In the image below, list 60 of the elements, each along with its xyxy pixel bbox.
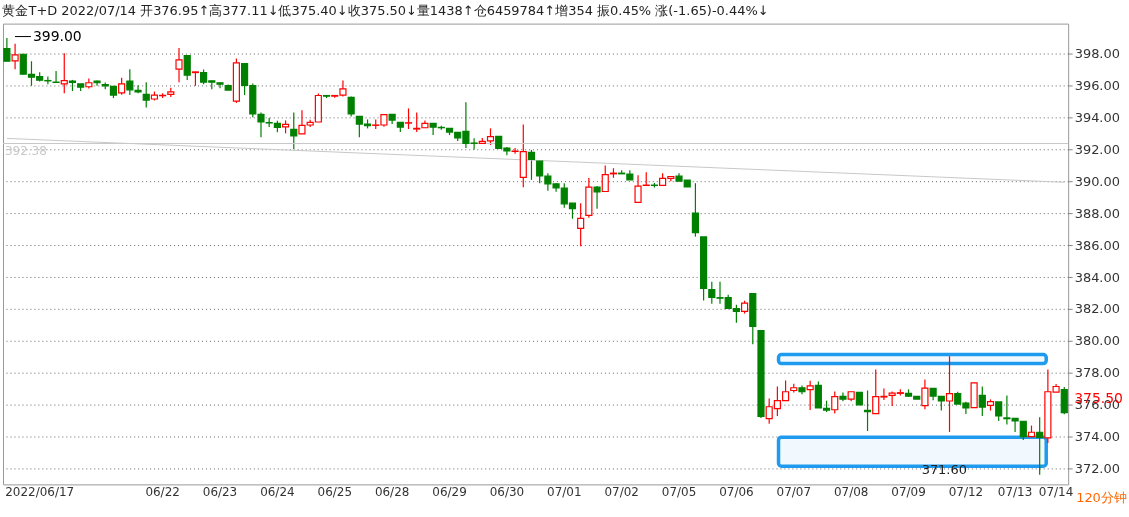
x-tick-label: 06/24 bbox=[260, 484, 295, 499]
candlestick bbox=[995, 401, 1003, 422]
candlestick bbox=[413, 111, 421, 133]
candlestick bbox=[577, 202, 585, 247]
candlestick bbox=[347, 95, 355, 118]
x-tick-label: 07/12 bbox=[948, 484, 984, 499]
candlestick bbox=[921, 378, 929, 410]
x-tick-label: 07/08 bbox=[833, 484, 869, 499]
x-tick-label: 06/28 bbox=[374, 484, 410, 499]
candlestick bbox=[3, 37, 11, 62]
candlestick bbox=[1036, 416, 1044, 476]
y-tick-label: 372.00 bbox=[1074, 460, 1120, 476]
candlestick bbox=[404, 107, 413, 130]
candlestick bbox=[806, 380, 814, 411]
y-tick-label: 380.00 bbox=[1074, 333, 1120, 349]
y-tick-label: 394.00 bbox=[1074, 110, 1120, 126]
x-tick-label: 07/13 bbox=[997, 484, 1033, 499]
candlestick bbox=[11, 43, 19, 70]
x-tick-label: 06/23 bbox=[202, 484, 238, 499]
candlestick bbox=[60, 52, 68, 94]
candlestick bbox=[691, 182, 700, 238]
y-tick-label: 396.00 bbox=[1074, 78, 1120, 94]
x-tick-label: 07/02 bbox=[604, 484, 639, 499]
candlestick bbox=[831, 390, 839, 415]
y-tick-label: 382.00 bbox=[1074, 301, 1120, 317]
candlestick bbox=[126, 68, 134, 96]
x-tick-label: 07/07 bbox=[776, 484, 811, 499]
y-tick-label: 386.00 bbox=[1074, 237, 1120, 253]
x-tick-label: 06/30 bbox=[489, 484, 525, 499]
x-tick-label: 07/09 bbox=[891, 484, 926, 499]
candlestick bbox=[142, 81, 150, 109]
candlestick bbox=[183, 55, 191, 81]
x-tick-label: 07/14 bbox=[1038, 484, 1074, 499]
candlestick bbox=[290, 111, 298, 150]
y-tick-label: 384.00 bbox=[1074, 269, 1120, 285]
y-tick-label: 378.00 bbox=[1074, 365, 1120, 381]
x-tick-label: 06/22 bbox=[145, 484, 180, 499]
y-tick-label: 388.00 bbox=[1074, 205, 1120, 221]
candlestick bbox=[134, 84, 142, 94]
x-tick-label: 07/05 bbox=[661, 484, 697, 499]
candlestick bbox=[85, 77, 93, 90]
y-tick-label: 374.00 bbox=[1074, 429, 1120, 445]
candlestick bbox=[175, 47, 183, 83]
x-tick-label: 07/01 bbox=[547, 484, 582, 499]
chart-title: 黄金T+D 2022/07/14 开376.95↑高377.11↓低375.40↓收375.50↓量1438↑仓6459784↑增354 振0.45% 涨(-1.65)-0.44%↓ bbox=[2, 2, 769, 18]
x-tick-label: 07/06 bbox=[719, 484, 754, 499]
y-tick-label: 392.00 bbox=[1074, 142, 1120, 158]
x-tick-label: 06/25 bbox=[317, 484, 352, 499]
candlestick bbox=[601, 164, 609, 193]
candlestick bbox=[593, 185, 601, 210]
text: 120分钟 bbox=[1076, 490, 1127, 506]
candlestick bbox=[527, 149, 536, 181]
x-tick-label: 06/29 bbox=[432, 484, 467, 499]
candlestick bbox=[945, 355, 954, 433]
candlestick bbox=[978, 385, 986, 417]
x-tick-label: 2022/06/17 bbox=[5, 484, 75, 499]
candlestick bbox=[839, 391, 847, 402]
y-tick-label: 390.00 bbox=[1074, 173, 1120, 189]
y-tick-label: 398.00 bbox=[1074, 46, 1120, 62]
annotation: 399.00 bbox=[32, 27, 82, 44]
